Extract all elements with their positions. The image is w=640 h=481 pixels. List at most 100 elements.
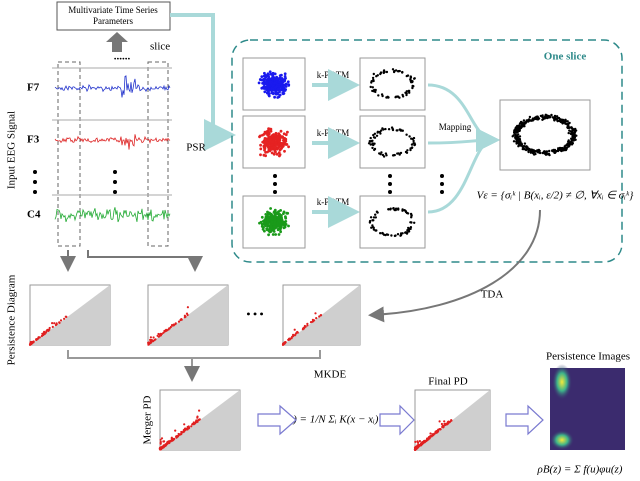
pd-dots: • • •: [246, 309, 263, 321]
signal-title: Input EEG Signal: [6, 111, 18, 189]
point: [379, 72, 382, 76]
pd-point: [185, 312, 189, 315]
point: [568, 141, 572, 144]
point: [273, 95, 276, 99]
method-label: k-PDTM: [317, 128, 350, 138]
point: [555, 115, 559, 118]
point: [557, 147, 560, 150]
pd-point: [166, 442, 169, 445]
point: [406, 229, 409, 232]
point: [413, 143, 416, 147]
point: [259, 147, 263, 151]
point: [410, 214, 413, 217]
pd-point: [284, 341, 287, 344]
point: [405, 74, 408, 78]
pd-point: [169, 440, 172, 443]
point: [267, 212, 271, 216]
formula: Vε = {σᵢᵏ | B(xᵢ, ε/2) ≠ ∅, ∀xᵢ ∈ σᵢᵏ}: [477, 190, 634, 202]
pd-point: [303, 324, 306, 328]
pd-point: [152, 336, 155, 339]
point: [575, 134, 578, 137]
point: [382, 128, 385, 131]
pd-point: [417, 441, 420, 444]
point: [273, 217, 277, 221]
point: [382, 233, 386, 236]
point: [270, 143, 274, 147]
eeg-trace: [54, 134, 171, 150]
point: [412, 139, 415, 143]
point: [267, 127, 270, 130]
scatter-box: [359, 57, 426, 111]
point: [277, 233, 281, 236]
point: [411, 86, 414, 90]
point: [280, 85, 283, 89]
point: [264, 154, 267, 158]
point: [517, 144, 520, 147]
pd-point: [168, 327, 171, 330]
point: [387, 128, 391, 131]
bracket: [67, 350, 321, 378]
pd-point: [35, 338, 38, 341]
point: [268, 92, 271, 95]
pd-point: [314, 312, 317, 315]
point: [286, 211, 290, 215]
point: [267, 74, 270, 78]
slice-box: [57, 61, 169, 247]
pd-point: [417, 444, 420, 447]
point: [404, 150, 408, 154]
pd-point: [175, 436, 178, 439]
point: [382, 69, 386, 72]
point: [571, 129, 575, 132]
pd-point: [161, 446, 164, 449]
point: [282, 223, 286, 227]
point: [537, 117, 541, 120]
point: [372, 216, 376, 219]
point: [273, 208, 277, 212]
pd-point: [414, 448, 417, 451]
point: [517, 133, 520, 136]
point: [370, 226, 373, 229]
point: [547, 152, 551, 155]
point: [283, 149, 286, 153]
pd-point: [447, 421, 450, 424]
point: [522, 119, 526, 122]
point: [285, 143, 289, 146]
point: [413, 221, 416, 224]
dots: ......: [114, 51, 131, 63]
pd-point: [154, 338, 157, 341]
point: [375, 134, 379, 137]
point: [410, 143, 414, 146]
point: [387, 208, 390, 211]
point: [275, 152, 279, 156]
pd-point: [191, 423, 194, 426]
point: [515, 138, 518, 141]
params-text: Parameters: [93, 16, 133, 26]
pd-point: [179, 433, 182, 436]
point: [399, 234, 402, 237]
mapping-label: Mapping: [439, 122, 472, 132]
point: [376, 74, 379, 77]
final-label: Final PD: [428, 376, 467, 388]
pd-point: [149, 338, 152, 341]
point: [273, 222, 277, 226]
point: [280, 214, 283, 218]
point: [409, 221, 412, 224]
psr-label: PSR: [186, 142, 206, 154]
point: [567, 139, 570, 142]
pd-point: [291, 335, 295, 338]
point: [409, 75, 412, 78]
point: [272, 146, 276, 149]
point: [376, 211, 379, 214]
point: [405, 90, 408, 93]
point: [276, 135, 280, 139]
point: [270, 134, 274, 138]
params-text: Multivariate Time Series: [68, 5, 158, 15]
point: [372, 136, 376, 139]
vdots: [33, 170, 444, 194]
pd-point: [429, 435, 432, 438]
point: [270, 151, 274, 155]
pd-point: [179, 318, 182, 322]
point: [273, 81, 277, 85]
point: [569, 130, 572, 133]
point: [380, 151, 383, 154]
